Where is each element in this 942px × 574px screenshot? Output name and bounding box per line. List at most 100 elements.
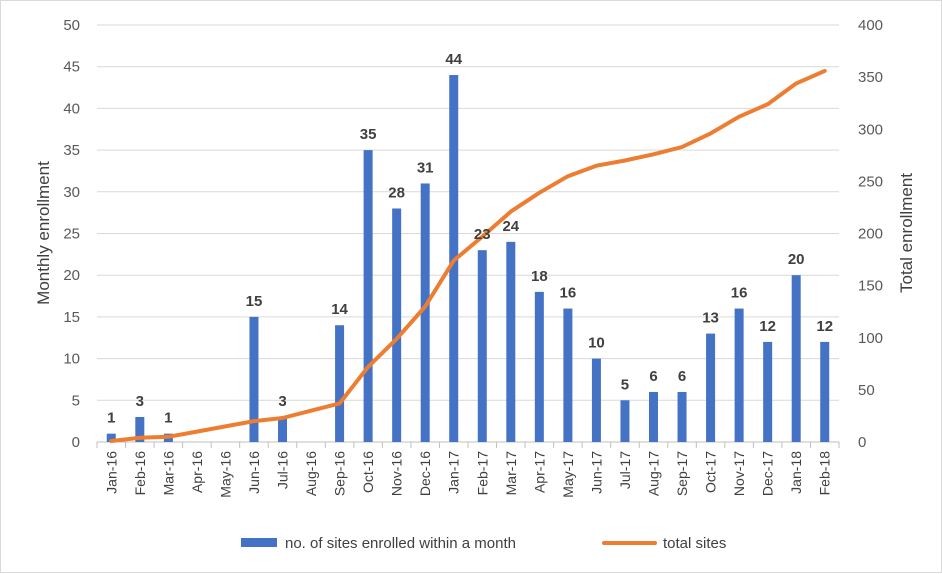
right-axis-title: Total enrollment	[897, 173, 916, 293]
x-axis-tick-label: Feb-17	[474, 451, 490, 496]
right-axis-tick-label: 350	[858, 69, 883, 86]
line-series	[109, 68, 827, 443]
x-axis-tick-label: Feb-18	[817, 451, 833, 496]
x-axis-tick-label: Aug-17	[646, 451, 662, 496]
left-axis-tick-label: 5	[72, 392, 80, 409]
gridlines	[97, 24, 839, 443]
bar	[763, 341, 773, 442]
x-axis-tick-label: Jun-17	[588, 451, 604, 494]
bar-data-label: 13	[702, 310, 719, 327]
bar-data-label: 44	[445, 51, 462, 68]
x-axis-tick-label: May-16	[217, 451, 233, 498]
bar	[392, 208, 402, 442]
x-axis-tick-label: Dec-17	[760, 451, 776, 496]
bar	[335, 325, 345, 442]
right-axis-tick-label: 400	[858, 17, 883, 34]
left-axis-tick-label: 35	[63, 142, 80, 159]
left-axis-tick-label: 40	[63, 100, 80, 117]
bar-data-label: 15	[246, 293, 263, 310]
x-axis-tick-label: Jan-17	[446, 451, 462, 494]
total-sites-line	[109, 68, 827, 443]
x-axis-tick-label: Feb-16	[132, 451, 148, 496]
right-axis-tick-label: 300	[858, 121, 883, 138]
bar	[106, 433, 116, 442]
bar	[563, 308, 573, 442]
bar	[506, 241, 516, 442]
x-axis-tick-label: Jan-18	[788, 451, 804, 494]
left-axis-tick-label: 0	[72, 434, 80, 451]
bar-data-label: 14	[331, 301, 348, 318]
bar-data-label: 16	[731, 285, 748, 302]
x-axis-tick-label: Oct-16	[360, 451, 376, 493]
x-axis-tick-label: Sep-17	[674, 451, 690, 496]
left-axis-tick-label: 15	[63, 309, 80, 326]
bar	[591, 358, 601, 442]
left-axis-tick-label: 25	[63, 226, 80, 243]
bar	[649, 391, 658, 442]
x-axis-tick-label: Jan-16	[103, 451, 119, 494]
bar	[820, 341, 830, 442]
right-axis-tick-label: 200	[858, 226, 883, 243]
right-axis-ticks: 0 50 100 150 200 250 300 350 400	[858, 17, 883, 451]
left-axis-tick-label: 20	[63, 267, 80, 284]
bar-data-label: 23	[474, 226, 491, 243]
legend-bar-label: no. of sites enrolled within a month	[285, 535, 516, 552]
bar	[706, 333, 716, 442]
bar-data-label: 1	[164, 410, 172, 427]
legend-line-label: total sites	[663, 535, 726, 552]
left-axis-tick-label: 30	[63, 184, 80, 201]
bar-data-label: 28	[388, 184, 405, 201]
bar	[135, 416, 145, 442]
left-axis-tick-label: 45	[63, 59, 80, 76]
right-axis-tick-label: 150	[858, 278, 883, 295]
bar-data-label: 20	[788, 251, 805, 268]
x-axis-tick-label: Jul-17	[617, 451, 633, 489]
x-axis-tick-label: Mar-17	[503, 451, 519, 496]
x-axis-tick-label: Sep-16	[332, 451, 348, 496]
left-axis-title: Monthly enrollment	[34, 161, 53, 305]
bar-data-label: 10	[588, 335, 605, 352]
bar-data-label: 12	[759, 318, 776, 335]
bar	[677, 391, 687, 442]
x-axis-tick-label: Apr-17	[531, 451, 547, 493]
bar-data-label: 6	[649, 368, 657, 385]
bar-data-label: 18	[531, 268, 548, 285]
bar-data-label: 6	[678, 368, 686, 385]
bar-data-label: 35	[360, 126, 377, 143]
x-axis-tick-label: Nov-16	[389, 451, 405, 496]
right-axis-tick-label: 0	[858, 434, 866, 451]
x-axis-tick-label: May-17	[560, 451, 576, 498]
bar	[420, 183, 430, 442]
bar-data-label: 31	[417, 159, 434, 176]
bar	[363, 150, 373, 442]
legend-bar-swatch	[241, 538, 277, 547]
bar-data-label: 3	[136, 393, 144, 410]
right-axis-tick-label: 50	[858, 382, 875, 399]
x-axis-tick-label: Nov-17	[731, 451, 747, 496]
x-axis-tick-label: Mar-16	[160, 451, 176, 496]
bar-series	[106, 75, 830, 442]
x-axis-tick-label: Oct-17	[703, 451, 719, 493]
bar	[477, 250, 487, 442]
bar	[278, 416, 287, 442]
bar	[534, 291, 544, 442]
x-axis-tick-label: Aug-16	[303, 451, 319, 496]
bar	[791, 275, 801, 442]
bar-data-label: 3	[278, 393, 286, 410]
legend: no. of sites enrolled within a month tot…	[241, 535, 726, 552]
bar	[249, 316, 259, 442]
right-axis-tick-label: 250	[858, 173, 883, 190]
bar	[620, 400, 630, 442]
right-axis-tick-label: 100	[858, 330, 883, 347]
bar-data-label: 5	[621, 376, 629, 393]
left-axis-tick-label: 10	[63, 351, 80, 368]
bar-data-label: 24	[502, 218, 519, 235]
bar-data-label: 12	[816, 318, 833, 335]
x-axis-tick-label: Apr-16	[189, 451, 205, 493]
left-axis-tick-label: 50	[63, 17, 80, 34]
bar	[734, 308, 744, 442]
x-axis-ticks: Jan-16 Feb-16 Mar-16 Apr-16 May-16 Jun-16 Jul-…	[96, 442, 840, 498]
left-axis-ticks: 0 5 10 15 20 25 30 35 40 45 50	[63, 17, 80, 451]
